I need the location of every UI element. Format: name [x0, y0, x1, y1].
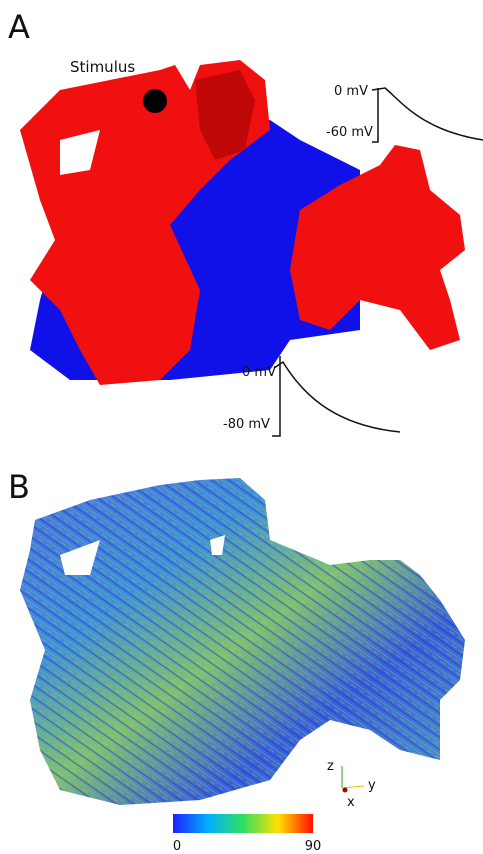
- panel-label: A: [8, 8, 30, 46]
- figure: A Stimulus 0 mV -60 mV 0 mV -80 mV B z y…: [0, 0, 483, 854]
- axis-label: y: [368, 778, 376, 793]
- trace-label: 0 mV: [334, 84, 368, 99]
- stimulus-label: Stimulus: [70, 58, 135, 76]
- colorbar: [173, 814, 313, 833]
- colorbar-min: 0: [173, 839, 181, 854]
- axes-triad: [342, 766, 364, 793]
- axis-label: x: [347, 795, 355, 810]
- trace-label: -60 mV: [326, 125, 373, 140]
- axis-label: z: [327, 759, 334, 774]
- fiber-model: [20, 478, 465, 805]
- trace-label: 0 mV: [242, 365, 276, 380]
- trace-label: -80 mV: [223, 417, 270, 432]
- colorbar-max: 90: [305, 839, 322, 854]
- atrial-model: [20, 60, 465, 385]
- panel-label: B: [8, 468, 30, 506]
